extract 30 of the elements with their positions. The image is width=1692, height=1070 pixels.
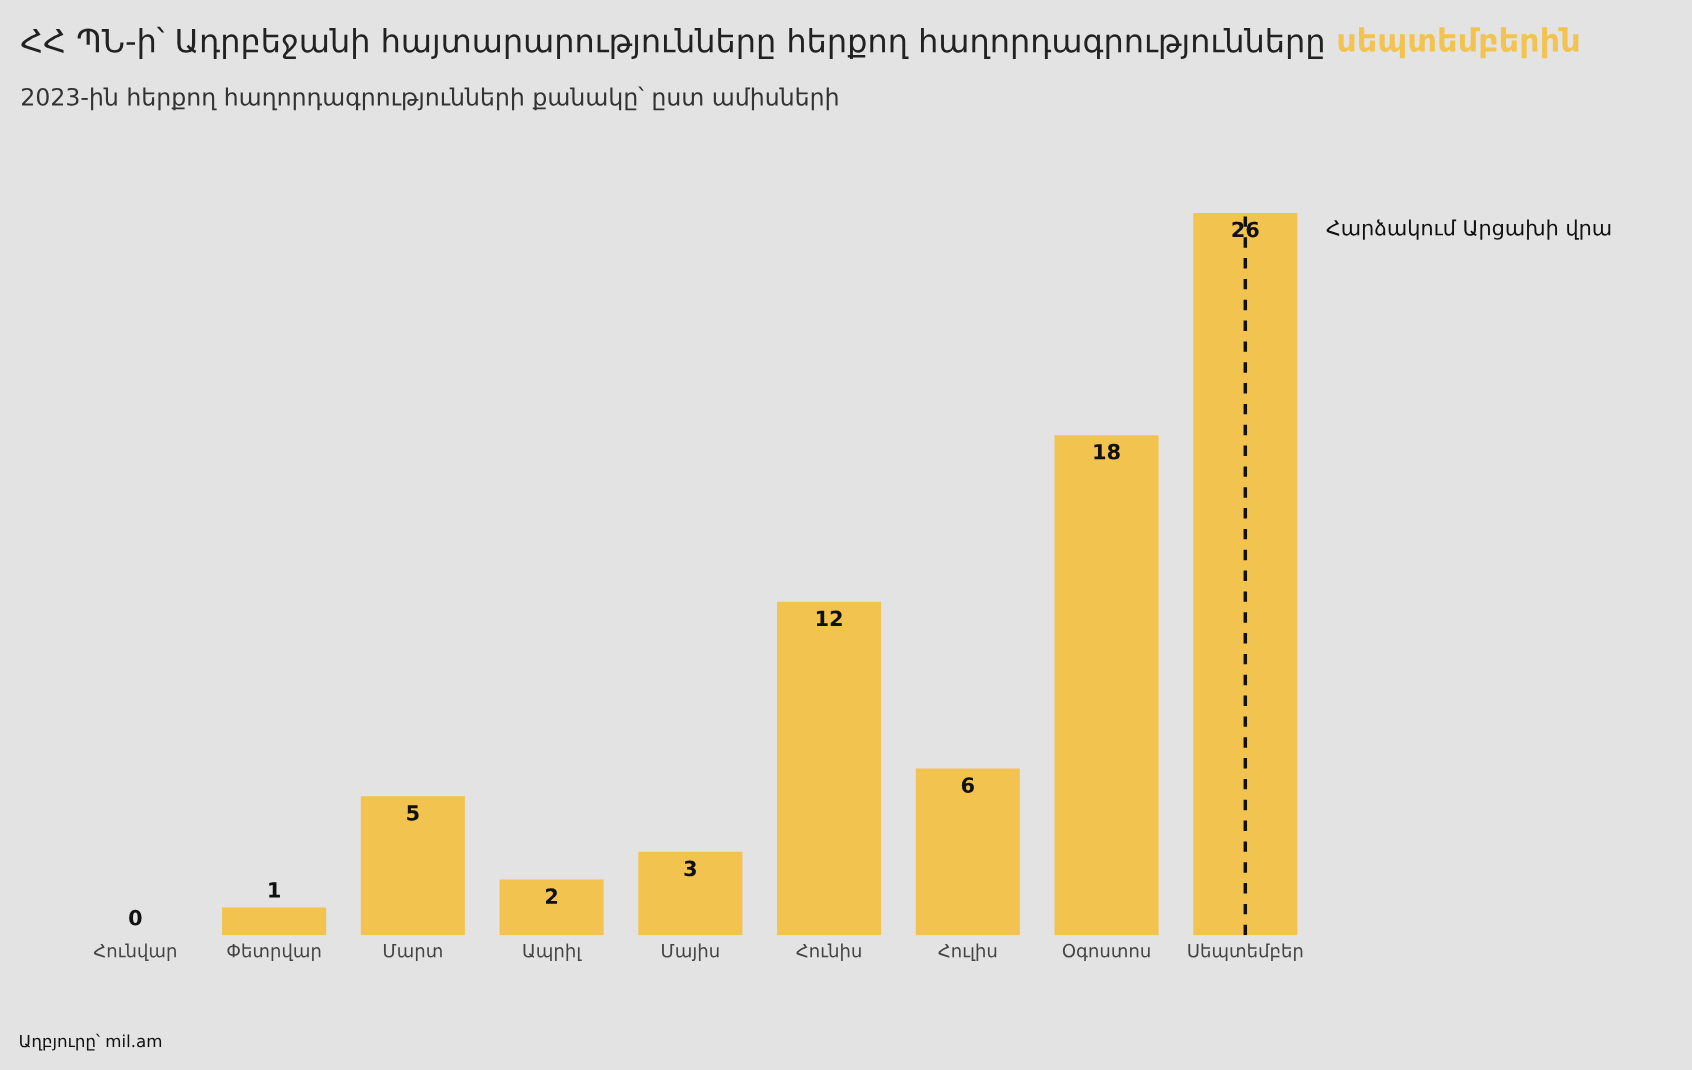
data-label: 18 [1094,443,1120,460]
x-tick-label: Մայիս [662,943,719,961]
chart-subtitle: 2023-ին հերքող հաղորդագրությունների քանակը՝ ըստ ամիսների [22,86,838,111]
x-tick-label: Մարտ [383,944,442,961]
x-tick-label: Օգոստոս [1062,943,1150,961]
text: Աղբյուրը՝ mil.am [20,1033,162,1051]
bar [1193,212,1298,936]
bar [777,601,882,936]
data-label: 2 [545,888,558,904]
x-tick-label: Հուլիս [938,943,997,961]
data-label: 0 [129,909,142,926]
x-tick-label: Փետրվար [227,943,321,961]
data-label: 1 [269,882,280,898]
x-tick-label: Ապրիլ [523,943,582,961]
data-label: 3 [684,860,696,877]
x-tick-label: Հունիս [796,943,861,961]
bar [499,879,604,936]
data-label: 26 [1232,221,1259,238]
bar [915,768,1020,936]
x-tick-label: Սեպտեմբեր [1188,943,1303,961]
x-tick-label: Հունվար [93,943,176,961]
bar [222,907,327,936]
bar [1054,435,1159,936]
chart-title: ՀՀ ՊՆ-ի՝ Ադրբեջանի հայտարարությունները հերքող հաղորդագրությունները սեպտեմբերին [21,26,1579,59]
data-label: 6 [961,777,974,793]
bar [638,851,743,936]
data-label: 5 [407,805,419,821]
ref-line-label: Հարձակում Արցախի վրա [1326,219,1611,240]
data-label: 12 [816,610,842,626]
bar [360,796,465,936]
